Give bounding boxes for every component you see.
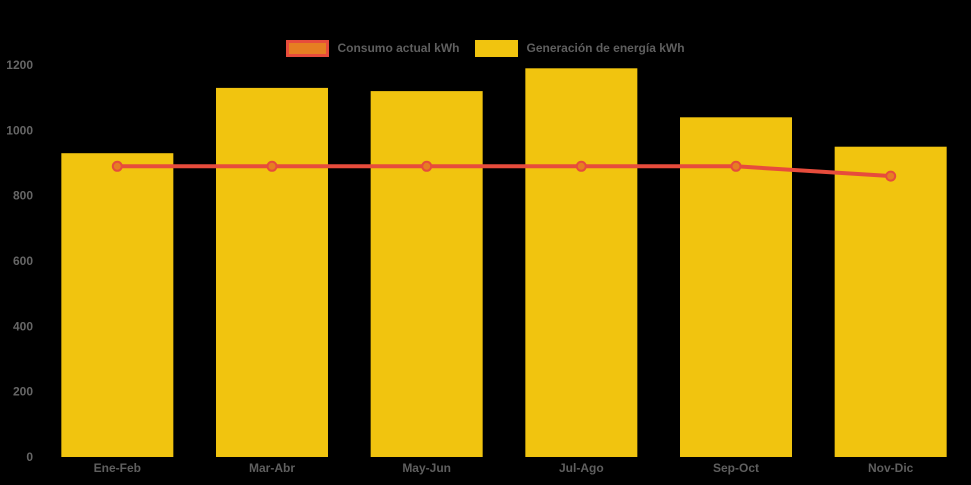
- line-point-consumo-actual[interactable]: [730, 160, 742, 172]
- bar-generacion-energia[interactable]: [525, 68, 638, 458]
- y-axis-tick-label: 0: [26, 450, 33, 464]
- line-point-consumo-actual[interactable]: [575, 160, 587, 172]
- bar-generacion-energia[interactable]: [834, 146, 947, 457]
- y-axis-tick-label: 400: [13, 319, 33, 333]
- bar-generacion-energia[interactable]: [61, 153, 174, 457]
- y-axis-tick-label: 1000: [6, 123, 33, 137]
- line-point-consumo-actual[interactable]: [266, 160, 278, 172]
- x-axis-tick-label: Nov-Dic: [868, 461, 914, 475]
- x-axis-tick-label: May-Jun: [402, 461, 451, 475]
- bar-generacion-energia[interactable]: [216, 87, 328, 458]
- legend-swatch-consumo-actual-icon: [286, 40, 330, 57]
- x-axis-tick-label: Sep-Oct: [713, 461, 759, 475]
- bar-generacion-energia[interactable]: [680, 117, 792, 458]
- legend-item-consumo-actual[interactable]: Consumo actual kWh: [286, 40, 459, 57]
- y-axis-tick-label: 200: [13, 385, 33, 399]
- line-point-consumo-actual[interactable]: [111, 160, 123, 172]
- y-axis-tick-label: 600: [13, 254, 33, 268]
- line-point-consumo-actual[interactable]: [885, 170, 897, 182]
- x-axis-tick-label: Jul-Ago: [559, 461, 604, 475]
- line-consumo-actual[interactable]: [115, 164, 893, 179]
- legend-item-generacion-energia[interactable]: Generación de energía kWh: [475, 40, 685, 57]
- x-axis-tick-label: Ene-Feb: [94, 461, 141, 475]
- legend-label-consumo-actual: Consumo actual kWh: [337, 41, 460, 55]
- y-axis-tick-label: 1200: [6, 58, 33, 72]
- bar-generacion-energia[interactable]: [370, 91, 483, 457]
- legend-swatch-generacion-energia-icon: [475, 40, 519, 57]
- y-axis-tick-label: 800: [13, 189, 33, 203]
- line-point-consumo-actual[interactable]: [421, 160, 433, 172]
- legend: Consumo actual kWh Generación de energía…: [0, 40, 971, 57]
- x-axis-tick-label: Mar-Abr: [249, 461, 295, 475]
- legend-label-generacion-energia: Generación de energía kWh: [526, 41, 685, 55]
